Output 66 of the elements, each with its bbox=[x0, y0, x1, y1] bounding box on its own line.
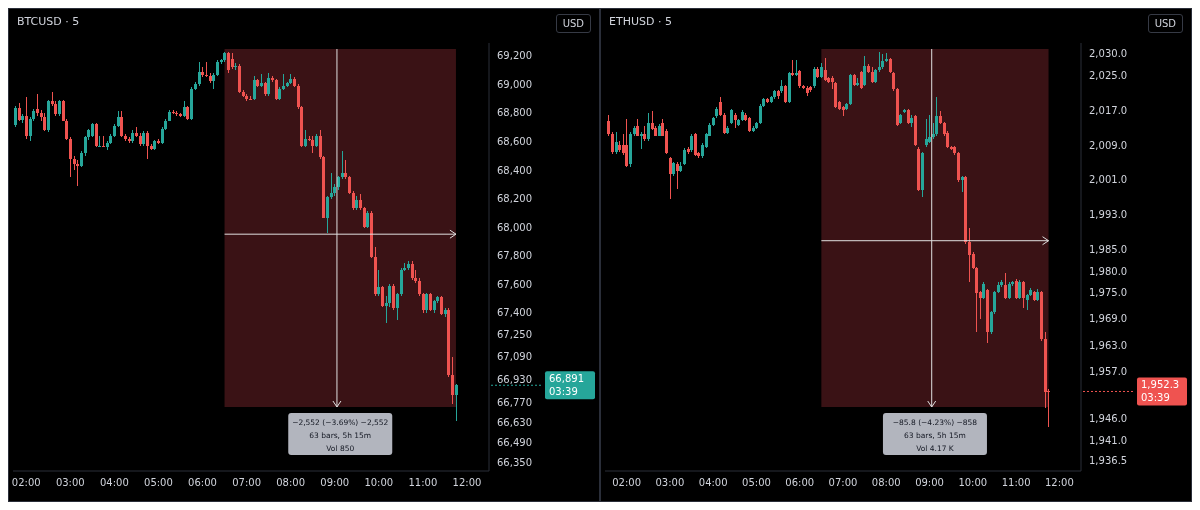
chart-title: BTCUSD · 5 bbox=[17, 15, 80, 28]
text: 1,952.3 bbox=[1141, 379, 1180, 391]
x-tick-label: 12:00 bbox=[1044, 477, 1074, 489]
y-tick-label: 2,001.0 bbox=[1089, 174, 1128, 186]
x-tick-label: 03:00 bbox=[655, 477, 685, 489]
y-tick-label: 69,000 bbox=[497, 78, 532, 90]
y-tick-label: 67,800 bbox=[497, 250, 532, 262]
x-tick-label: 04:00 bbox=[698, 477, 728, 489]
x-tick-label: 02:00 bbox=[11, 477, 41, 489]
candlestick bbox=[76, 159, 79, 187]
x-tick-label: 07:00 bbox=[232, 477, 262, 489]
y-tick-label: 68,400 bbox=[497, 164, 532, 176]
y-tick-label: 66,630 bbox=[497, 417, 532, 429]
text: USD bbox=[1147, 14, 1183, 33]
text: 66,891 bbox=[549, 373, 584, 385]
y-tick-label: 67,090 bbox=[497, 351, 532, 363]
y-tick-label: 2,030.0 bbox=[1089, 48, 1128, 60]
chart-title: ETHUSD · 5 bbox=[609, 15, 672, 28]
x-tick-label: 06:00 bbox=[785, 477, 815, 489]
y-tick-label: 68,800 bbox=[497, 107, 532, 119]
y-tick-label: 1,963.0 bbox=[1089, 339, 1128, 351]
y-tick-label: 66,350 bbox=[497, 456, 532, 468]
y-tick-label: 1,980.0 bbox=[1089, 265, 1128, 277]
x-tick-label: 09:00 bbox=[915, 477, 944, 489]
y-tick-label: 2,025.0 bbox=[1089, 70, 1128, 82]
y-tick-label: 68,600 bbox=[497, 135, 532, 147]
x-tick-label: 08:00 bbox=[276, 477, 306, 489]
x-tick-label: 04:00 bbox=[99, 477, 129, 489]
candlestick bbox=[179, 112, 182, 118]
x-tick-label: 03:00 bbox=[55, 477, 85, 489]
x-tick-label: 09:00 bbox=[320, 477, 350, 489]
y-tick-label: 67,400 bbox=[497, 307, 532, 319]
y-tick-label: 1,941.0 bbox=[1089, 435, 1128, 447]
x-tick-label: 11:00 bbox=[408, 477, 438, 489]
y-tick-label: 67,600 bbox=[497, 278, 532, 290]
x-tick-label: 05:00 bbox=[742, 477, 771, 489]
text: 03:39 bbox=[549, 386, 578, 398]
x-tick-label: 08:00 bbox=[871, 477, 901, 489]
text: USD bbox=[555, 14, 591, 33]
y-tick-label: 68,200 bbox=[497, 193, 532, 205]
y-tick-label: 1,946.0 bbox=[1089, 413, 1128, 425]
y-tick-label: 66,770 bbox=[497, 397, 532, 409]
y-tick-label: 68,000 bbox=[497, 221, 532, 233]
y-tick-label: 1,993.0 bbox=[1089, 209, 1128, 221]
x-tick-label: 07:00 bbox=[828, 477, 858, 489]
candlestick bbox=[795, 59, 798, 77]
y-tick-label: 1,936.5 bbox=[1089, 454, 1128, 466]
x-tick-label: 11:00 bbox=[1001, 477, 1031, 489]
x-tick-label: 10:00 bbox=[364, 477, 394, 489]
text: 03:39 bbox=[1141, 392, 1170, 404]
y-tick-label: 66,930 bbox=[497, 374, 532, 386]
y-tick-label: 67,250 bbox=[497, 328, 532, 340]
y-tick-label: 2,017.0 bbox=[1089, 104, 1128, 116]
y-tick-label: 69,200 bbox=[497, 50, 532, 62]
y-tick-label: 2,009.0 bbox=[1089, 139, 1128, 151]
x-tick-label: 12:00 bbox=[452, 477, 482, 489]
y-tick-label: 1,957.0 bbox=[1089, 365, 1128, 377]
y-tick-label: 1,969.0 bbox=[1089, 313, 1128, 325]
x-tick-label: 10:00 bbox=[958, 477, 988, 489]
y-tick-label: 66,490 bbox=[497, 437, 532, 449]
y-tick-label: 1,975.0 bbox=[1089, 287, 1128, 299]
y-tick-label: 1,985.0 bbox=[1089, 243, 1128, 255]
candlestick bbox=[802, 84, 805, 90]
x-tick-label: 05:00 bbox=[144, 477, 173, 489]
x-tick-label: 06:00 bbox=[188, 477, 217, 489]
x-tick-label: 02:00 bbox=[612, 477, 642, 489]
